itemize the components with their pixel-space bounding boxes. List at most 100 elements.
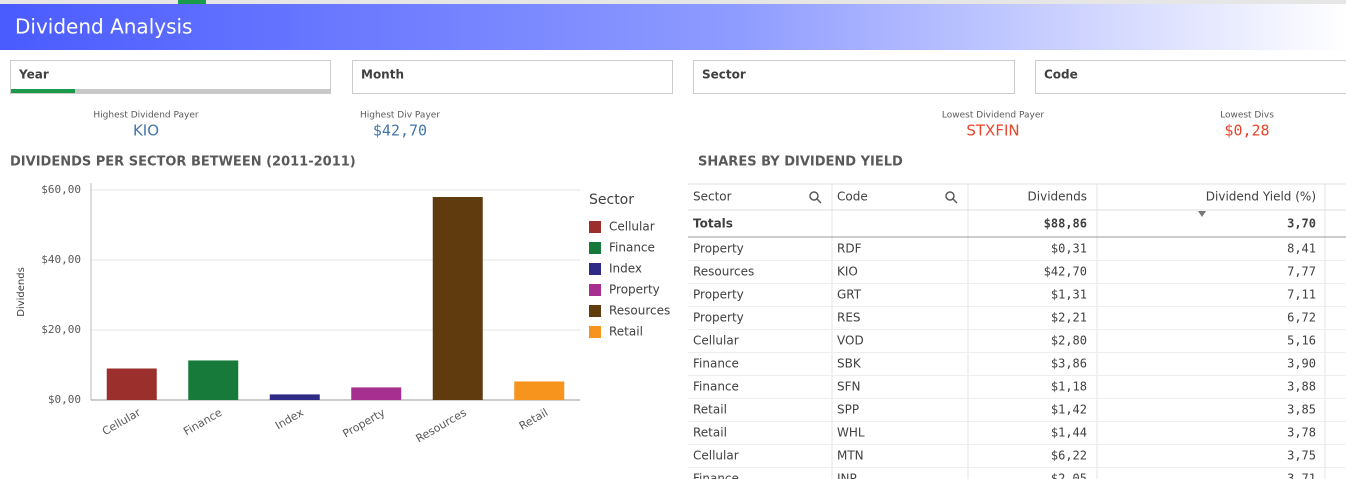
table-cell: Cellular [693,449,739,463]
table-cell: $6,22 [1051,449,1087,463]
filter-bar [11,89,331,93]
y-tick-label: $60,00 [41,183,81,196]
y-tick-label: $40,00 [41,253,81,266]
column-header: Dividends [1028,190,1087,204]
header-bar [0,4,1346,50]
kpi-value: KIO [133,122,159,140]
x-tick-label: Finance [181,406,224,438]
table-cell: $42,70 [1044,265,1087,279]
table-cell: RDF [837,242,862,256]
legend-swatch [589,326,601,338]
bar [106,368,157,400]
table-cell: $1,42 [1051,403,1087,417]
table-cell: 7,77 [1287,265,1316,279]
totals-label: Totals [693,217,733,231]
x-tick-label: Index [273,406,306,433]
table-cell: KIO [837,265,858,279]
sort-indicator [1198,211,1206,217]
filter-box[interactable] [10,60,331,94]
filters: Year Month Sector Code [10,60,1346,94]
filter-box[interactable] [352,60,673,94]
legend-label: Resources [609,304,670,318]
table-cell: Retail [693,426,727,440]
bar [514,381,565,400]
table-cell: 3,88 [1287,380,1316,394]
filter-label: Month [361,68,404,82]
kpi-label: Highest Dividend Payer [93,111,198,121]
table-cell: $1,44 [1051,426,1087,440]
x-tick-label: Retail [517,406,550,433]
kpi-label: Highest Div Payer [360,111,440,121]
table-cell: Property [693,242,744,256]
table-cell: $1,31 [1051,288,1087,302]
table-cell: Retail [693,403,727,417]
table-cell: 7,11 [1287,288,1316,302]
table-cell: SBK [837,357,862,371]
legend-title: Sector [589,192,634,208]
table-cell: 3,75 [1287,449,1316,463]
legend-label: Index [609,262,642,276]
filter-box[interactable] [1035,60,1346,94]
kpi-value: STXFIN [966,122,1019,140]
table-cell: $2,80 [1051,334,1087,348]
kpi-value: $42,70 [373,122,427,140]
table-cell: Finance [693,472,739,479]
y-tick-label: $0,00 [48,393,81,406]
legend-label: Property [609,283,660,297]
table-cell: $2,05 [1051,472,1087,479]
table-cell: Finance [693,357,739,371]
bar [432,197,483,400]
x-tick-label: Cellular [100,406,143,438]
search-icon[interactable] [809,191,822,204]
table-cell: 3,85 [1287,403,1316,417]
table-cell: $3,86 [1051,357,1087,371]
table-cell: SPP [837,403,859,417]
table-cell: Property [693,288,744,302]
table-cell: SFN [837,380,861,394]
table-cell: $2,21 [1051,311,1087,325]
table-title: SHARES BY DIVIDEND YIELD [698,155,903,170]
legend-label: Retail [609,325,643,339]
tab-strip [0,0,1346,4]
table-cell: 3,78 [1287,426,1316,440]
table-cell: INP [837,472,857,479]
table-cell: 6,72 [1287,311,1316,325]
totals-value: 3,70 [1287,217,1316,231]
column-header: Code [837,190,868,204]
table-cell: RES [837,311,861,325]
table-cell: Property [693,311,744,325]
table-cell: MTN [837,449,864,463]
table-cell: 8,41 [1287,242,1316,256]
table-cell: 3,71 [1287,472,1316,479]
filter-box[interactable] [693,60,1015,94]
bar [269,394,320,400]
table-cell: Cellular [693,334,739,348]
legend-swatch [589,305,601,317]
table-cell: 3,90 [1287,357,1316,371]
kpi-value: $0,28 [1224,122,1269,140]
filter-label: Year [18,68,49,82]
y-axis-title: Dividends [16,267,27,317]
table-cell: 5,16 [1287,334,1316,348]
search-icon[interactable] [945,191,958,204]
table-cell: Finance [693,380,739,394]
legend-label: Finance [609,241,655,255]
table-cell: $1,18 [1051,380,1087,394]
legend-swatch [589,221,601,233]
table-cell: VOD [837,334,864,348]
x-tick-label: Property [340,406,387,441]
table-cell: Resources [693,265,754,279]
bar [351,387,402,400]
table-cell: GRT [837,288,862,302]
filter-label: Sector [702,68,746,82]
header-title: Dividend Analysis [15,15,192,39]
y-tick-label: $20,00 [41,323,81,336]
totals-value: $88,86 [1044,217,1087,231]
column-header: Dividend Yield (%) [1206,190,1316,204]
kpi-label: Lowest Dividend Payer [942,111,1045,121]
column-header: Sector [693,190,732,204]
filter-progress [11,89,75,93]
legend-swatch [589,263,601,275]
legend-label: Cellular [609,220,655,234]
